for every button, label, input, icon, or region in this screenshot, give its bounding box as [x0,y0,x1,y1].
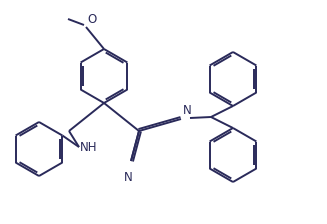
Text: N: N [183,104,192,117]
Text: O: O [87,13,96,26]
Text: NH: NH [80,140,97,153]
Text: N: N [124,171,132,184]
